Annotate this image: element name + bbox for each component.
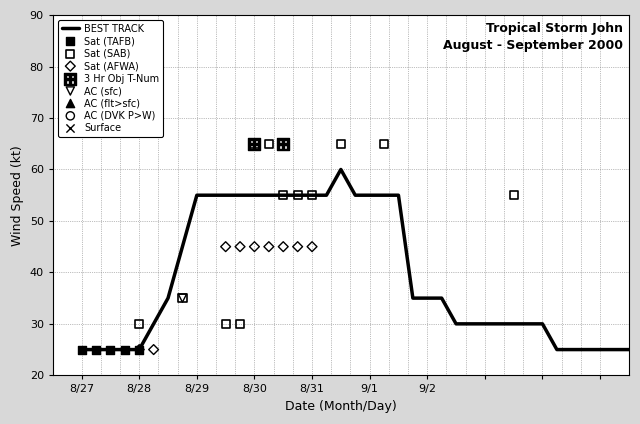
Sat (SAB) (264, 140, 274, 147)
Sat (AFWA) (235, 243, 245, 250)
BEST TRACK (193, 192, 201, 198)
BEST TRACK (150, 321, 157, 326)
BEST TRACK (553, 347, 561, 352)
BEST TRACK (452, 321, 460, 326)
BEST TRACK (207, 192, 215, 198)
BEST TRACK (625, 347, 633, 352)
BEST TRACK (294, 192, 301, 198)
Sat (AFWA) (307, 243, 317, 250)
BEST TRACK (107, 347, 115, 352)
Sat (SAB) (379, 140, 389, 147)
BEST TRACK (351, 192, 359, 198)
BEST TRACK (136, 347, 143, 352)
Sat (TAFB) (77, 346, 87, 353)
Line: BEST TRACK: BEST TRACK (82, 170, 629, 349)
Sat (TAFB) (134, 346, 145, 353)
BEST TRACK (92, 347, 100, 352)
BEST TRACK (236, 192, 244, 198)
Sat (SAB) (134, 321, 145, 327)
Sat (AFWA) (250, 243, 260, 250)
BEST TRACK (611, 347, 618, 352)
BEST TRACK (596, 347, 604, 352)
Legend: BEST TRACK, Sat (TAFB), Sat (SAB), Sat (AFWA), 3 Hr Obj T-Num, AC (sfc), AC (flt: BEST TRACK, Sat (TAFB), Sat (SAB), Sat (… (58, 20, 163, 137)
BEST TRACK (438, 296, 445, 301)
BEST TRACK (265, 192, 273, 198)
X-axis label: Date (Month/Day): Date (Month/Day) (285, 400, 397, 413)
3 Hr Obj T-Num (250, 140, 260, 147)
3 Hr Obj T-Num (278, 140, 289, 147)
Sat (TAFB) (91, 346, 101, 353)
Sat (SAB) (221, 321, 231, 327)
BEST TRACK (366, 192, 374, 198)
BEST TRACK (337, 167, 345, 172)
BEST TRACK (582, 347, 589, 352)
Sat (AFWA) (278, 243, 289, 250)
Sat (AFWA) (148, 346, 159, 353)
Sat (SAB) (307, 192, 317, 198)
Sat (SAB) (292, 192, 303, 198)
Sat (AFWA) (292, 243, 303, 250)
Sat (SAB) (235, 321, 245, 327)
Sat (SAB) (278, 192, 289, 198)
BEST TRACK (280, 192, 287, 198)
BEST TRACK (467, 321, 474, 326)
BEST TRACK (409, 296, 417, 301)
Sat (TAFB) (106, 346, 116, 353)
BEST TRACK (179, 244, 186, 249)
BEST TRACK (495, 321, 503, 326)
BEST TRACK (524, 321, 532, 326)
BEST TRACK (323, 192, 330, 198)
Sat (SAB) (250, 140, 260, 147)
Text: Tropical Storm John
August - September 2000: Tropical Storm John August - September 2… (443, 22, 623, 52)
BEST TRACK (308, 192, 316, 198)
Sat (SAB) (177, 295, 188, 301)
Sat (AFWA) (221, 243, 231, 250)
BEST TRACK (395, 192, 403, 198)
BEST TRACK (380, 192, 388, 198)
Sat (SAB) (336, 140, 346, 147)
BEST TRACK (539, 321, 547, 326)
BEST TRACK (510, 321, 518, 326)
Y-axis label: Wind Speed (kt): Wind Speed (kt) (11, 145, 24, 245)
BEST TRACK (164, 296, 172, 301)
AC (sfc) (177, 295, 188, 301)
BEST TRACK (78, 347, 86, 352)
BEST TRACK (222, 192, 230, 198)
BEST TRACK (251, 192, 259, 198)
Sat (AFWA) (264, 243, 274, 250)
Sat (TAFB) (120, 346, 130, 353)
BEST TRACK (424, 296, 431, 301)
BEST TRACK (481, 321, 489, 326)
Sat (AFWA) (134, 346, 145, 353)
BEST TRACK (568, 347, 575, 352)
Sat (SAB) (509, 192, 519, 198)
BEST TRACK (121, 347, 129, 352)
